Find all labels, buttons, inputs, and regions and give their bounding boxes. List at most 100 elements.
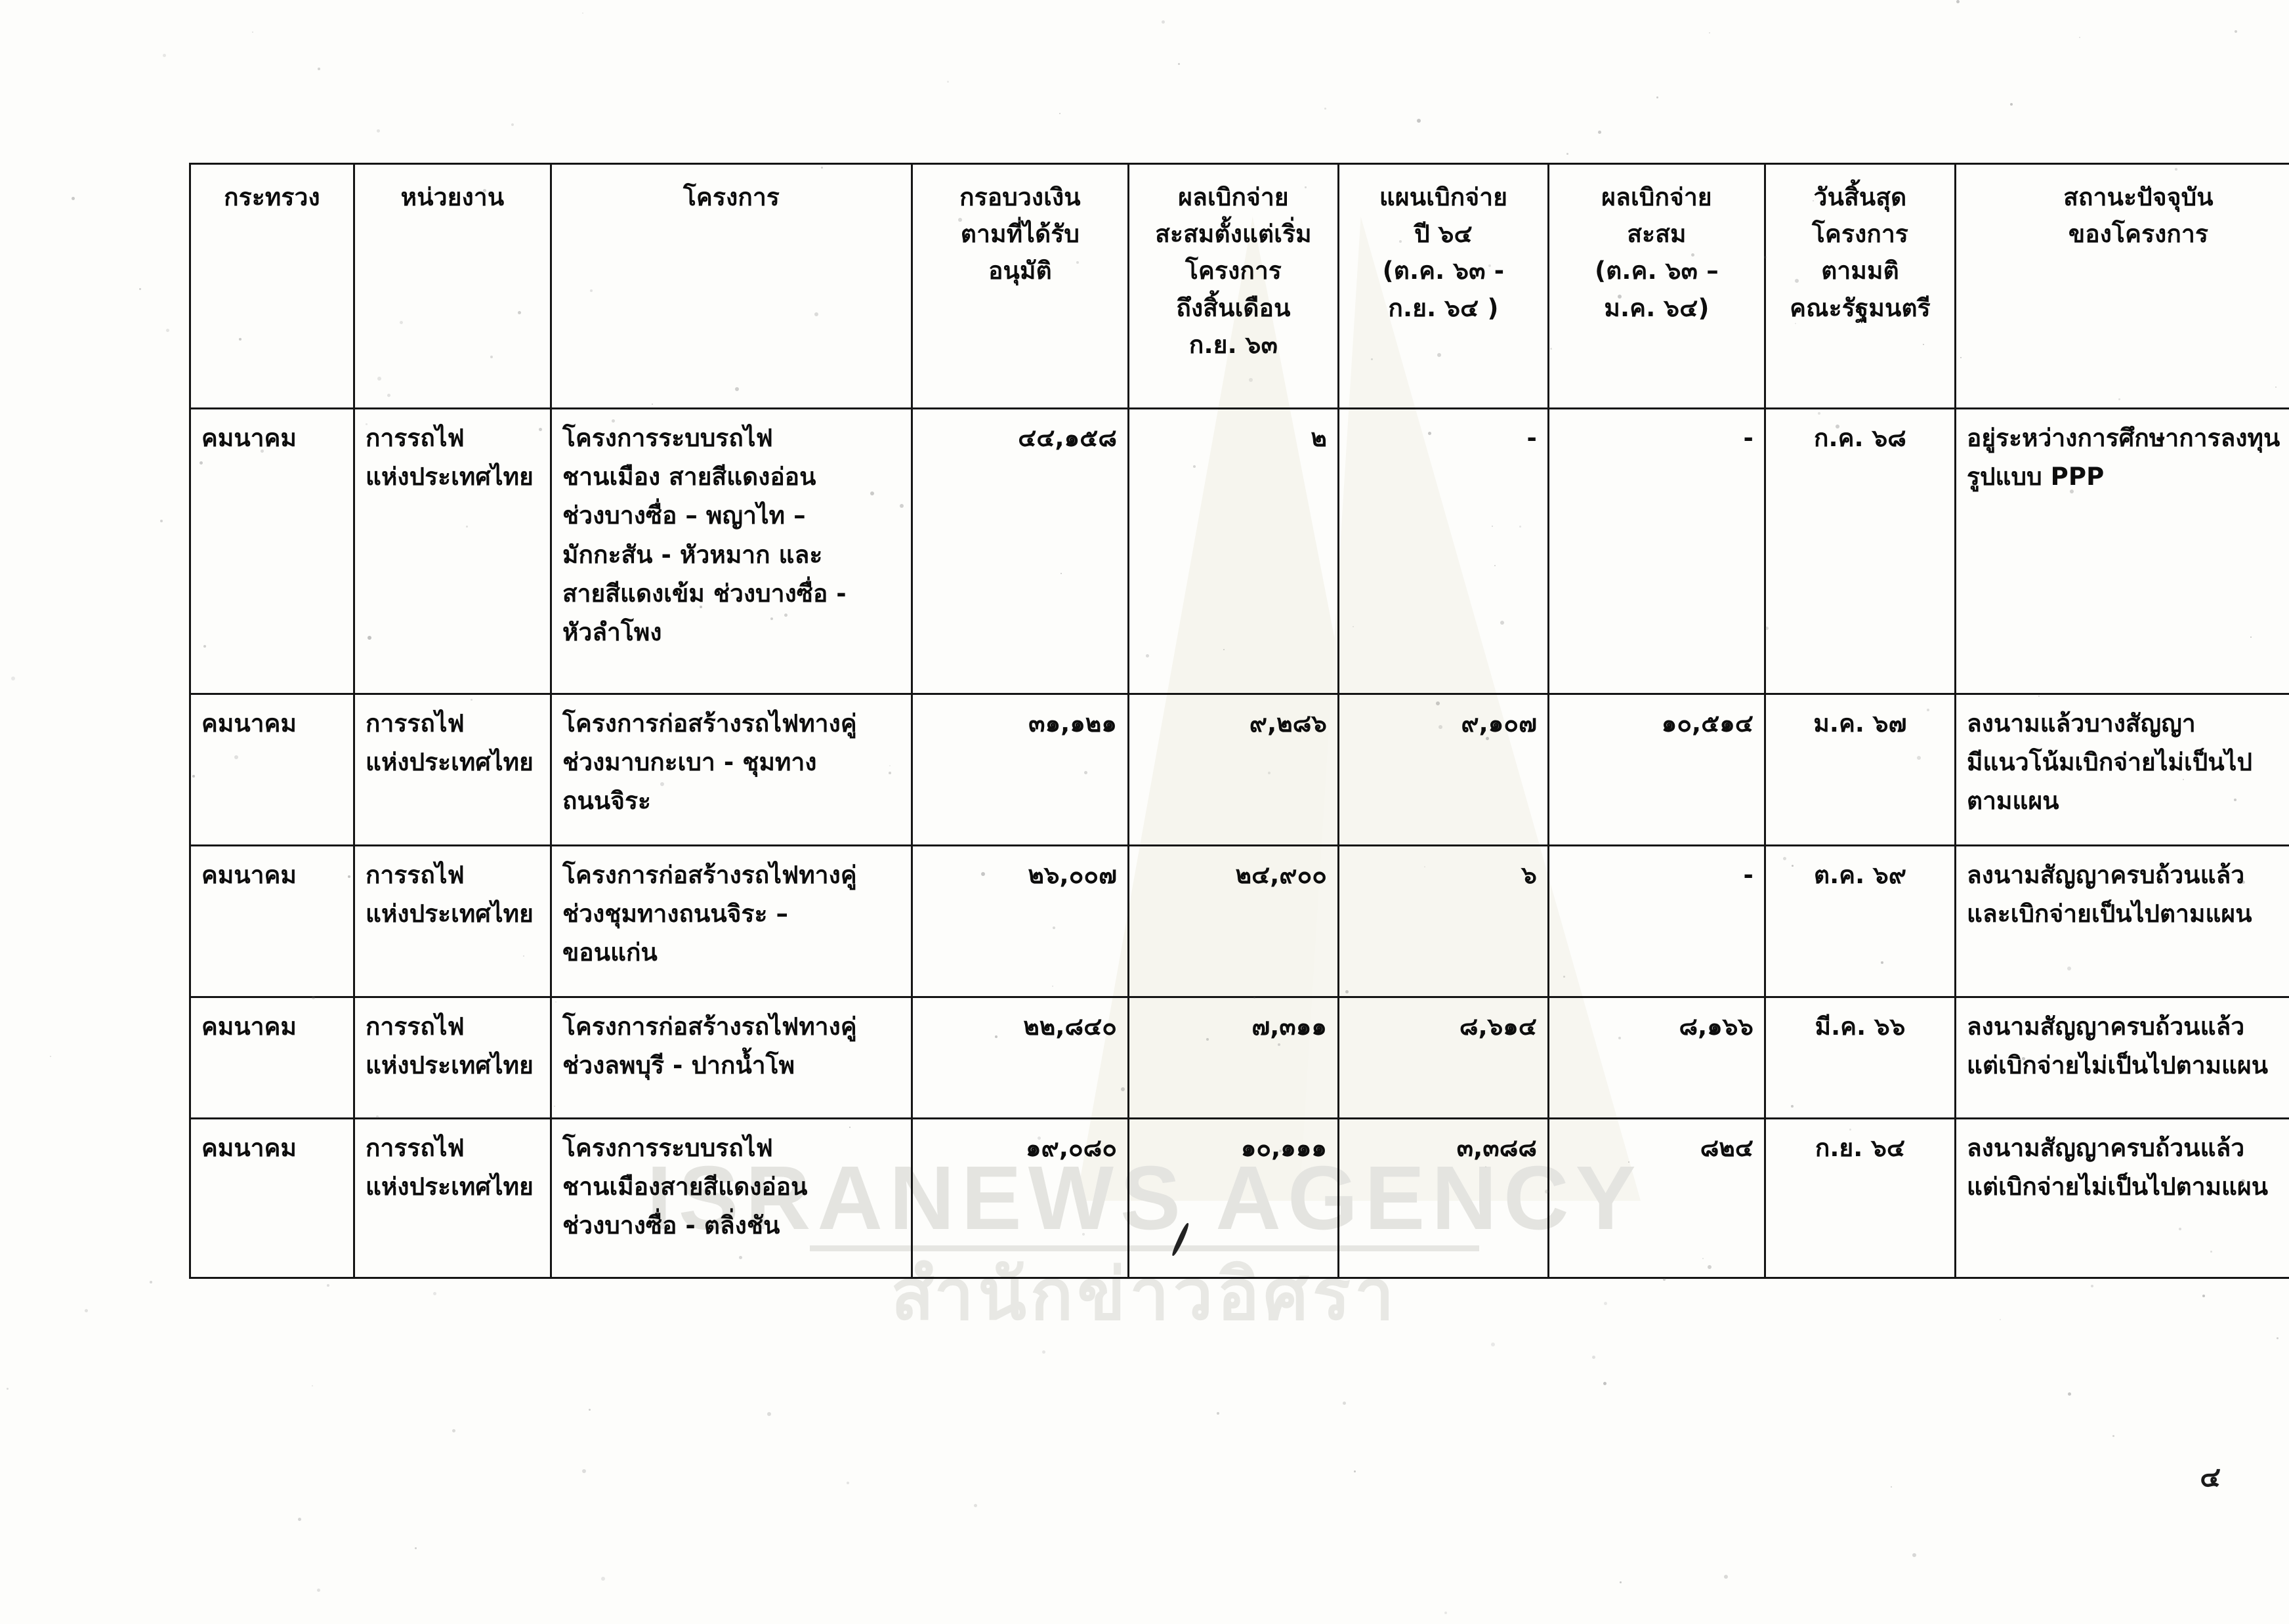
cell-project: โครงการระบบรถไฟ ชานเมืองสายสีแดงอ่อน ช่ว… <box>550 1117 913 1279</box>
cell-line: ช่วงบางซื่อ - ตลิ่งชัน <box>562 1211 780 1240</box>
header-line: ของโครงการ <box>2068 220 2209 249</box>
cell-line: การรถไฟ <box>366 1134 465 1162</box>
cell-line: การรถไฟ <box>366 709 465 738</box>
column-header-cumulative-sep63: ผลเบิกจ่าย สะสมตั้งแต่เริ่ม โครงการ ถึงส… <box>1127 163 1339 409</box>
cell-line: การรถไฟ <box>366 424 465 452</box>
header-line: (ต.ค. ๖๓ - <box>1382 257 1505 285</box>
header-line: ก.ย. ๖๓ <box>1188 330 1278 359</box>
cell-line: ช่วงลพบุรี - ปากน้ำโพ <box>562 1051 795 1080</box>
cell-line: การรถไฟ <box>366 861 465 889</box>
cell-line: แต่เบิกจ่ายไม่เป็นไปตามแผน <box>1967 1173 2269 1201</box>
column-header-ministry: กระทรวง <box>189 163 355 409</box>
cell-project: โครงการก่อสร้างรถไฟทางคู่ ช่วงชุมทางถนนจ… <box>550 844 913 998</box>
header-text-plan-year64: แผนเบิกจ่าย ปี ๖๔ (ต.ค. ๖๓ - ก.ย. ๖๔ ) <box>1350 179 1537 327</box>
cell-line: โครงการระบบรถไฟ <box>562 1134 773 1162</box>
cell-cumulative-oct63-jan64: ๑๐,๕๑๔ <box>1547 693 1766 846</box>
column-header-status: สถานะปัจจุบัน ของโครงการ <box>1954 163 2289 409</box>
header-line: คณะรัฐมนตรี <box>1790 293 1931 322</box>
cell-status: ลงนามสัญญาครบถ้วนแล้ว แต่เบิกจ่ายไม่เป็น… <box>1954 1117 2289 1279</box>
header-line: สะสม <box>1627 220 1687 249</box>
column-header-approved-frame: กรอบวงเงิน ตามที่ได้รับ อนุมัติ <box>911 163 1129 409</box>
cell-agency: การรถไฟ แห่งประเทศไทย <box>353 996 552 1119</box>
page-number: ๔ <box>2200 1461 2221 1493</box>
project-budget-table: กระทรวง หน่วยงาน โครงการ กรอบวงเงิน ตามท… <box>189 163 2289 1279</box>
cell-status: ลงนามสัญญาครบถ้วนแล้ว แต่เบิกจ่ายไม่เป็น… <box>1954 996 2289 1119</box>
column-header-project: โครงการ <box>550 163 913 409</box>
cell-end-date: มี.ค. ๖๖ <box>1764 996 1956 1119</box>
cell-line: โครงการก่อสร้างรถไฟทางคู่ <box>562 709 857 738</box>
cell-line: และเบิกจ่ายเป็นไปตามแผน <box>1967 900 2252 928</box>
header-line: วันสิ้นสุด <box>1813 183 1907 211</box>
cell-approved-frame: ๒๖,๐๐๗ <box>911 844 1129 998</box>
column-header-agency: หน่วยงาน <box>353 163 552 409</box>
cell-plan-year64: ๖ <box>1337 844 1549 998</box>
cell-plan-year64: - <box>1337 407 1549 695</box>
header-text-end-date: วันสิ้นสุด โครงการ ตามมติ คณะรัฐมนตรี <box>1776 179 1944 327</box>
header-text-cumulative-oct63-jan64: ผลเบิกจ่าย สะสม (ต.ค. ๖๓ – ม.ค. ๖๔) <box>1560 179 1754 327</box>
cell-line: สายสีแดงเข้ม ช่วงบางซื่อ - <box>562 579 847 608</box>
header-line: ปี ๖๔ <box>1414 220 1473 249</box>
header-line: สถานะปัจจุบัน <box>2063 183 2214 211</box>
table-header-row: กระทรวง หน่วยงาน โครงการ กรอบวงเงิน ตามท… <box>189 163 2289 409</box>
cell-line: ถนนจิระ <box>562 787 652 816</box>
cell-line: หัวลำโพง <box>562 617 662 646</box>
cell-agency: การรถไฟ แห่งประเทศไทย <box>353 1117 552 1279</box>
cell-line: ลงนามสัญญาครบถ้วนแล้ว <box>1967 1134 2245 1162</box>
cell-project: โครงการระบบรถไฟ ชานเมือง สายสีแดงอ่อน ช่… <box>550 407 913 695</box>
cell-line: ขอนแก่น <box>562 938 658 967</box>
cell-approved-frame: ๔๔,๑๕๘ <box>911 407 1129 695</box>
cell-line: แห่งประเทศไทย <box>366 463 534 491</box>
header-text-agency: หน่วยงาน <box>400 183 505 211</box>
cell-line: ช่วงชุมทางถนนจิระ – <box>562 900 789 928</box>
header-text-status: สถานะปัจจุบัน ของโครงการ <box>1967 179 2289 253</box>
cell-status: ลงนามสัญญาครบถ้วนแล้ว และเบิกจ่ายเป็นไปต… <box>1954 844 2289 998</box>
cell-approved-frame: ๓๑,๑๒๑ <box>911 693 1129 846</box>
cell-cumulative-oct63-jan64: - <box>1547 407 1766 695</box>
cell-end-date: ต.ค. ๖๙ <box>1764 844 1956 998</box>
cell-status: อยู่ระหว่างการศึกษาการลงทุน รูปแบบ PPP <box>1954 407 2289 695</box>
table-row: คมนาคม การรถไฟ แห่งประเทศไทย โครงการก่อส… <box>189 844 2289 998</box>
table-row: คมนาคม การรถไฟ แห่งประเทศไทย โครงการระบบ… <box>189 1117 2289 1279</box>
cell-agency: การรถไฟ แห่งประเทศไทย <box>353 693 552 846</box>
cell-line: แห่งประเทศไทย <box>366 1051 534 1080</box>
cell-line: การรถไฟ <box>366 1012 465 1041</box>
cell-ministry: คมนาคม <box>189 407 355 695</box>
cell-plan-year64: ๘,๖๑๔ <box>1337 996 1549 1119</box>
cell-line: แห่งประเทศไทย <box>366 748 534 777</box>
header-line: ตามมติ <box>1821 257 1899 285</box>
table-header: กระทรวง หน่วยงาน โครงการ กรอบวงเงิน ตามท… <box>189 163 2289 409</box>
cell-cumulative-sep63: ๙,๒๘๖ <box>1127 693 1339 846</box>
cell-line: ลงนามแล้วบางสัญญา <box>1967 709 2196 738</box>
header-line: (ต.ค. ๖๓ – <box>1595 257 1719 285</box>
cell-cumulative-sep63: ๑๐,๑๑๑ <box>1127 1117 1339 1279</box>
header-line: โครงการ <box>1811 220 1908 249</box>
header-line: โครงการ <box>1185 257 1282 285</box>
header-line: สะสมตั้งแต่เริ่ม <box>1155 220 1312 249</box>
table-row: คมนาคม การรถไฟ แห่งประเทศไทย โครงการระบบ… <box>189 407 2289 695</box>
cell-line: โครงการระบบรถไฟ <box>562 424 773 452</box>
cell-line: ช่วงบางซื่อ – พญาไท – <box>562 501 806 530</box>
cell-line: ช่วงมาบกะเบา - ชุมทาง <box>562 748 817 777</box>
header-line: กรอบวงเงิน <box>959 183 1081 211</box>
cell-cumulative-oct63-jan64: ๘,๑๖๖ <box>1547 996 1766 1119</box>
header-line: ถึงสิ้นเดือน <box>1176 293 1291 322</box>
column-header-end-date: วันสิ้นสุด โครงการ ตามมติ คณะรัฐมนตรี <box>1764 163 1956 409</box>
table-row: คมนาคม การรถไฟ แห่งประเทศไทย โครงการก่อส… <box>189 693 2289 846</box>
header-line: แผนเบิกจ่าย <box>1379 183 1508 211</box>
cell-cumulative-oct63-jan64: - <box>1547 844 1766 998</box>
header-text-ministry: กระทรวง <box>224 183 320 211</box>
cell-ministry: คมนาคม <box>189 996 355 1119</box>
header-text-project: โครงการ <box>682 183 780 211</box>
cell-line: แต่เบิกจ่ายไม่เป็นไปตามแผน <box>1967 1051 2269 1080</box>
cell-end-date: ก.ค. ๖๘ <box>1764 407 1956 695</box>
header-line: ผลเบิกจ่าย <box>1178 183 1289 211</box>
header-line: อนุมัติ <box>988 257 1052 285</box>
cell-ministry: คมนาคม <box>189 844 355 998</box>
header-line: ม.ค. ๖๔) <box>1604 293 1710 322</box>
cell-ministry: คมนาคม <box>189 693 355 846</box>
column-header-plan-year64: แผนเบิกจ่าย ปี ๖๔ (ต.ค. ๖๓ - ก.ย. ๖๔ ) <box>1337 163 1549 409</box>
cell-line: มีแนวโน้มเบิกจ่ายไม่เป็นไป <box>1967 748 2253 777</box>
header-line: ผลเบิกจ่าย <box>1601 183 1712 211</box>
column-header-cumulative-oct63-jan64: ผลเบิกจ่าย สะสม (ต.ค. ๖๓ – ม.ค. ๖๔) <box>1547 163 1766 409</box>
cell-line: ลงนามสัญญาครบถ้วนแล้ว <box>1967 861 2245 889</box>
